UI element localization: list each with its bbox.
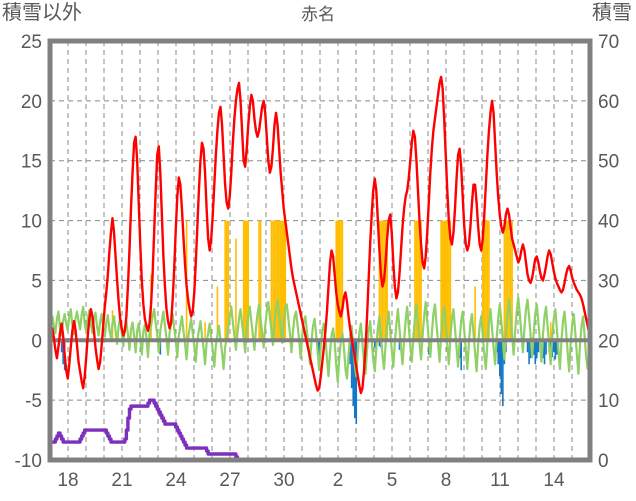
svg-text:2: 2 bbox=[333, 470, 344, 491]
svg-text:40: 40 bbox=[598, 212, 619, 233]
svg-text:20: 20 bbox=[598, 331, 619, 352]
svg-text:5: 5 bbox=[387, 470, 398, 491]
svg-text:18: 18 bbox=[57, 470, 78, 491]
svg-text:5: 5 bbox=[31, 271, 42, 292]
svg-text:15: 15 bbox=[21, 152, 42, 173]
left-axis-title: 積雪以外 bbox=[2, 2, 82, 24]
svg-text:11: 11 bbox=[490, 470, 510, 491]
svg-text:10: 10 bbox=[598, 391, 619, 412]
svg-text:30: 30 bbox=[598, 271, 619, 292]
svg-text:0: 0 bbox=[598, 451, 609, 472]
temperature-line bbox=[49, 75, 591, 395]
svg-text:21: 21 bbox=[111, 470, 132, 491]
y2-axis-tick-labels: 70 60 50 40 30 20 10 0 bbox=[598, 32, 619, 472]
svg-text:14: 14 bbox=[543, 470, 565, 491]
svg-text:8: 8 bbox=[441, 470, 452, 491]
svg-text:60: 60 bbox=[598, 92, 619, 113]
x-axis-tick-labels: 18 21 24 27 30 2 5 8 11 14 bbox=[57, 470, 565, 491]
svg-text:-5: -5 bbox=[25, 391, 42, 412]
svg-text:50: 50 bbox=[598, 152, 619, 173]
svg-text:24: 24 bbox=[165, 470, 187, 491]
svg-text:70: 70 bbox=[598, 32, 619, 53]
svg-text:30: 30 bbox=[273, 470, 294, 491]
svg-text:27: 27 bbox=[219, 470, 240, 491]
svg-text:20: 20 bbox=[21, 92, 42, 113]
svg-text:0: 0 bbox=[31, 331, 42, 352]
plot-frame bbox=[47, 38, 593, 463]
chart-title: 赤名 bbox=[301, 5, 335, 24]
svg-text:10: 10 bbox=[21, 212, 42, 233]
svg-text:-10: -10 bbox=[15, 451, 42, 472]
y-axis-tick-labels: 25 20 15 10 5 0 -5 -10 bbox=[15, 32, 42, 472]
right-axis-title: 積雪 bbox=[592, 2, 632, 24]
precipitation-bars bbox=[111, 220, 552, 341]
svg-text:25: 25 bbox=[21, 32, 42, 53]
